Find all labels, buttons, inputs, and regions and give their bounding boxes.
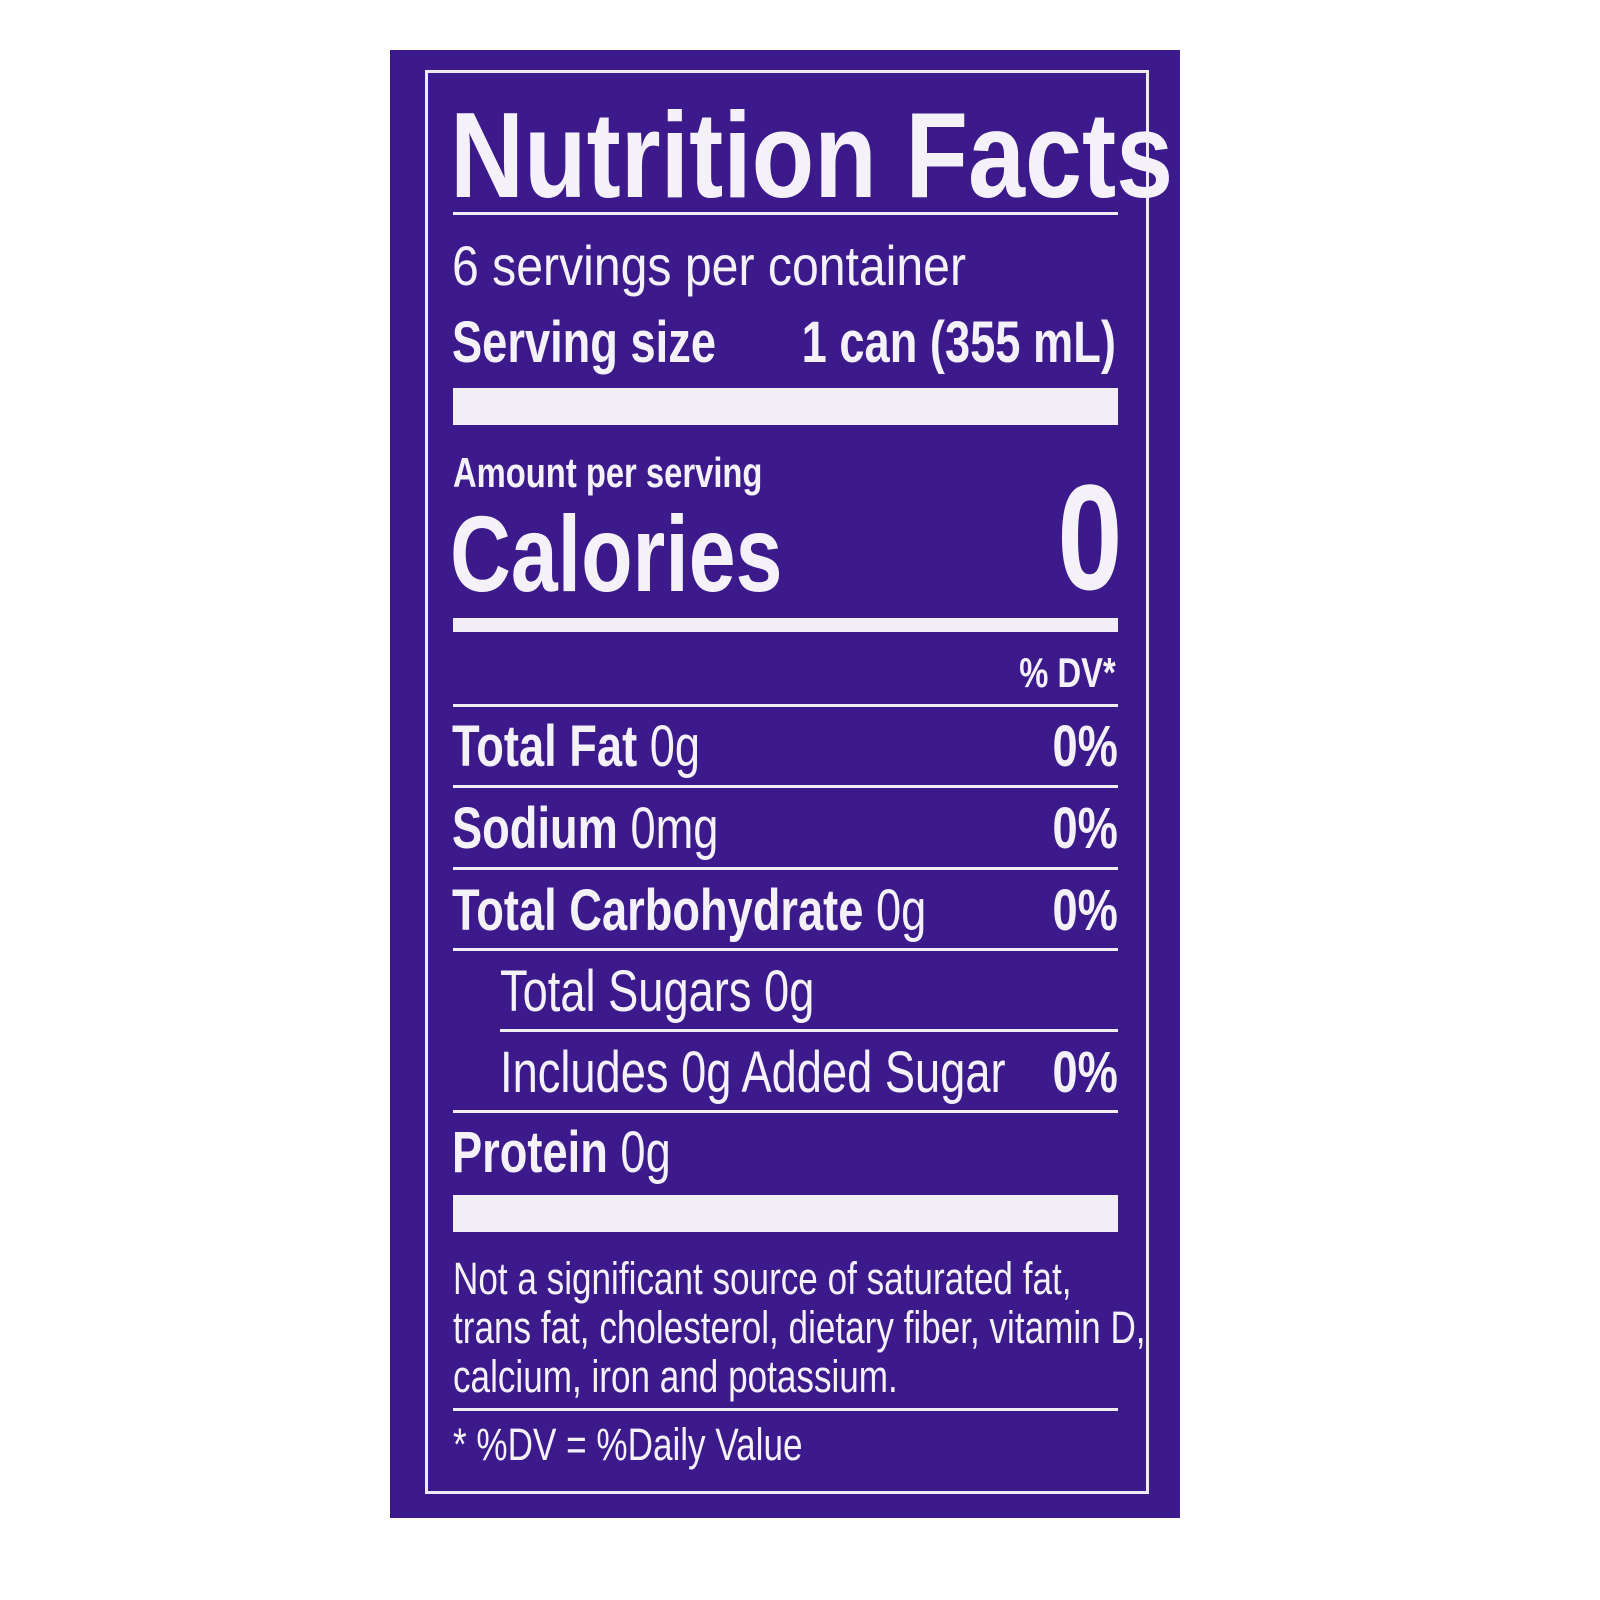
label-panel	[390, 50, 1180, 1518]
dv-footnote: * %DV = %Daily Value	[453, 1419, 803, 1470]
nutrient-row-added-sugar: Includes 0g Added Sugar	[500, 1040, 1006, 1105]
nutrient-row-total-sugars: Total Sugars 0g	[500, 959, 815, 1024]
divider	[453, 785, 1118, 788]
divider	[453, 704, 1118, 707]
nutrient-name: Total Carbohydrate	[452, 878, 864, 943]
nutrient-dv: 0%	[1052, 878, 1118, 943]
footnote-line: trans fat, cholesterol, dietary fiber, v…	[453, 1302, 1146, 1353]
divider	[453, 1408, 1118, 1411]
divider	[500, 1029, 1118, 1032]
nutrient-name: Total Fat	[452, 714, 638, 779]
amount-per-serving: Amount per serving	[453, 449, 763, 496]
thick-bar	[453, 1195, 1118, 1232]
nutrient-row-total-fat: Total Fat 0g	[452, 718, 700, 776]
nutrient-row-total-carbohydrate: Total Carbohydrate 0g	[452, 882, 926, 940]
dv-header: % DV*	[1019, 649, 1116, 696]
nutrient-dv: 0%	[1052, 1040, 1118, 1105]
label-title: Nutrition Facts	[450, 87, 1174, 223]
divider	[453, 212, 1118, 215]
nutrient-amount: 0g	[649, 714, 701, 779]
nutrient-name: Protein	[452, 1120, 608, 1185]
footnote-line: calcium, iron and potassium.	[453, 1351, 898, 1402]
nutrient-amount: 0mg	[630, 796, 719, 861]
medium-bar	[453, 618, 1118, 632]
nutrient-name: Sodium	[452, 796, 618, 861]
divider	[453, 948, 1118, 951]
thick-bar	[453, 388, 1118, 425]
footnote-line: Not a significant source of saturated fa…	[453, 1253, 1072, 1304]
servings-per-container: 6 servings per container	[452, 234, 966, 297]
serving-size-label: Serving size	[452, 310, 717, 375]
calories-value: 0	[1056, 453, 1122, 621]
serving-size-value: 1 can (355 mL)	[801, 310, 1116, 375]
nutrient-row-protein: Protein 0g	[452, 1124, 671, 1182]
label-border	[425, 70, 1149, 1494]
divider	[453, 1110, 1118, 1113]
nutrient-row-sodium: Sodium 0mg	[452, 800, 718, 858]
nutrient-amount: 0g	[620, 1120, 671, 1185]
calories-label: Calories	[450, 493, 783, 614]
nutrient-dv: 0%	[1052, 796, 1118, 861]
nutrient-dv: 0%	[1052, 714, 1118, 779]
nutrient-amount: 0g	[875, 878, 927, 943]
divider	[453, 867, 1118, 870]
